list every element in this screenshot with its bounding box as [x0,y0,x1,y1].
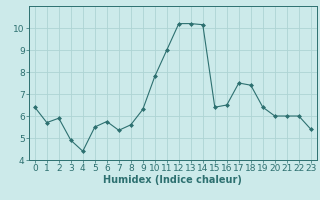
X-axis label: Humidex (Indice chaleur): Humidex (Indice chaleur) [103,175,242,185]
